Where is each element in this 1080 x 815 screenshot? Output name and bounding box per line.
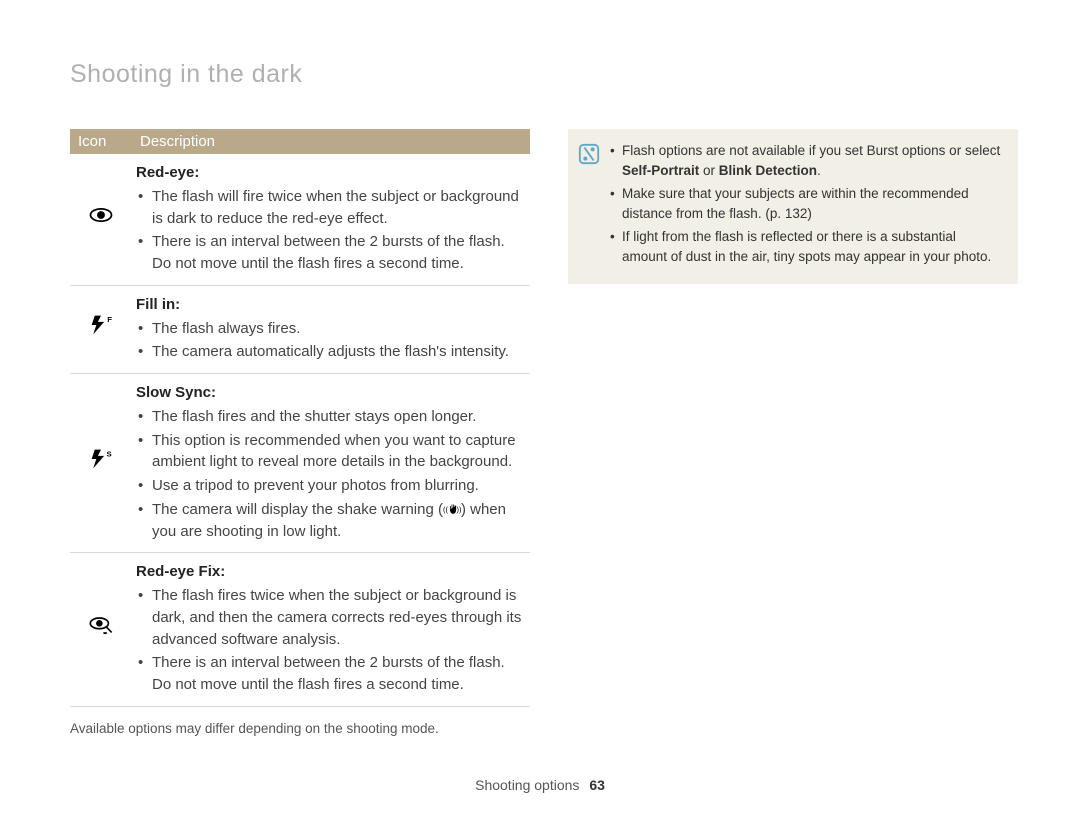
note-icon [578,143,600,165]
mode-title: Slow Sync: [136,382,526,404]
note-list: Flash options are not available if you s… [610,141,1004,270]
mode-title: Red-eye Fix: [136,561,526,583]
two-column-layout: Icon Description Red-eye:The flash will … [70,129,1020,736]
eye-brush-icon [70,553,132,707]
note-item: Flash options are not available if you s… [610,141,1004,180]
flash-s-icon: S [70,374,132,553]
description-cell: Red-eye Fix:The flash fires twice when t… [132,553,530,707]
note-item: If light from the flash is reflected or … [610,227,1004,266]
eye-icon [70,154,132,285]
description-list: The flash will fire twice when the subje… [136,186,526,275]
header-description: Description [132,129,530,154]
list-item: This option is recommended when you want… [138,430,526,474]
flash-f-icon: F [70,285,132,373]
description-cell: Fill in:The flash always fires.The camer… [132,285,530,373]
list-item: The camera will display the shake warnin… [138,499,526,543]
list-item: The flash will fire twice when the subje… [138,186,526,230]
description-list: The flash fires twice when the subject o… [136,585,526,696]
page-footer: Shooting options 63 [0,777,1080,793]
flash-options-table: Icon Description Red-eye:The flash will … [70,129,530,707]
list-item: The flash fires and the shutter stays op… [138,406,526,428]
description-list: The flash fires and the shutter stays op… [136,406,526,543]
svg-text:)): )) [456,505,461,514]
description-cell: Slow Sync:The flash fires and the shutte… [132,374,530,553]
description-cell: Red-eye:The flash will fire twice when t… [132,154,530,285]
note-text: or [699,163,719,178]
description-list: The flash always fires.The camera automa… [136,318,526,364]
list-item: Use a tripod to prevent your photos from… [138,475,526,497]
svg-text:((: (( [443,505,448,514]
mode-title: Red-eye: [136,162,526,184]
list-item: There is an interval between the 2 burst… [138,231,526,275]
note-text: Flash options are not available if you s… [622,143,1000,158]
list-item: The flash fires twice when the subject o… [138,585,526,650]
note-text: . [817,163,821,178]
note-bold: Self-Portrait [622,163,699,178]
table-row: S Slow Sync:The flash fires and the shutt… [70,374,530,553]
footer-label: Shooting options [475,777,579,793]
note-bold: Blink Detection [719,163,817,178]
table-row: Red-eye:The flash will fire twice when t… [70,154,530,285]
list-item: The flash always fires. [138,318,526,340]
left-column: Icon Description Red-eye:The flash will … [70,129,530,736]
table-footnote: Available options may differ depending o… [70,721,530,736]
header-icon: Icon [70,129,132,154]
right-column: Flash options are not available if you s… [568,129,1018,284]
mode-title: Fill in: [136,294,526,316]
table-header-row: Icon Description [70,129,530,154]
table-row: Red-eye Fix:The flash fires twice when t… [70,553,530,707]
note-item: Make sure that your subjects are within … [610,184,1004,223]
table-row: F Fill in:The flash always fires.The came… [70,285,530,373]
list-item: The camera automatically adjusts the fla… [138,341,526,363]
note-box: Flash options are not available if you s… [568,129,1018,284]
svg-text:S: S [106,449,111,458]
manual-page: Shooting in the dark Icon Description Re… [0,0,1080,815]
svg-text:F: F [107,315,112,324]
page-number: 63 [589,777,605,793]
section-title: Shooting in the dark [70,60,1020,89]
list-item: There is an interval between the 2 burst… [138,652,526,696]
